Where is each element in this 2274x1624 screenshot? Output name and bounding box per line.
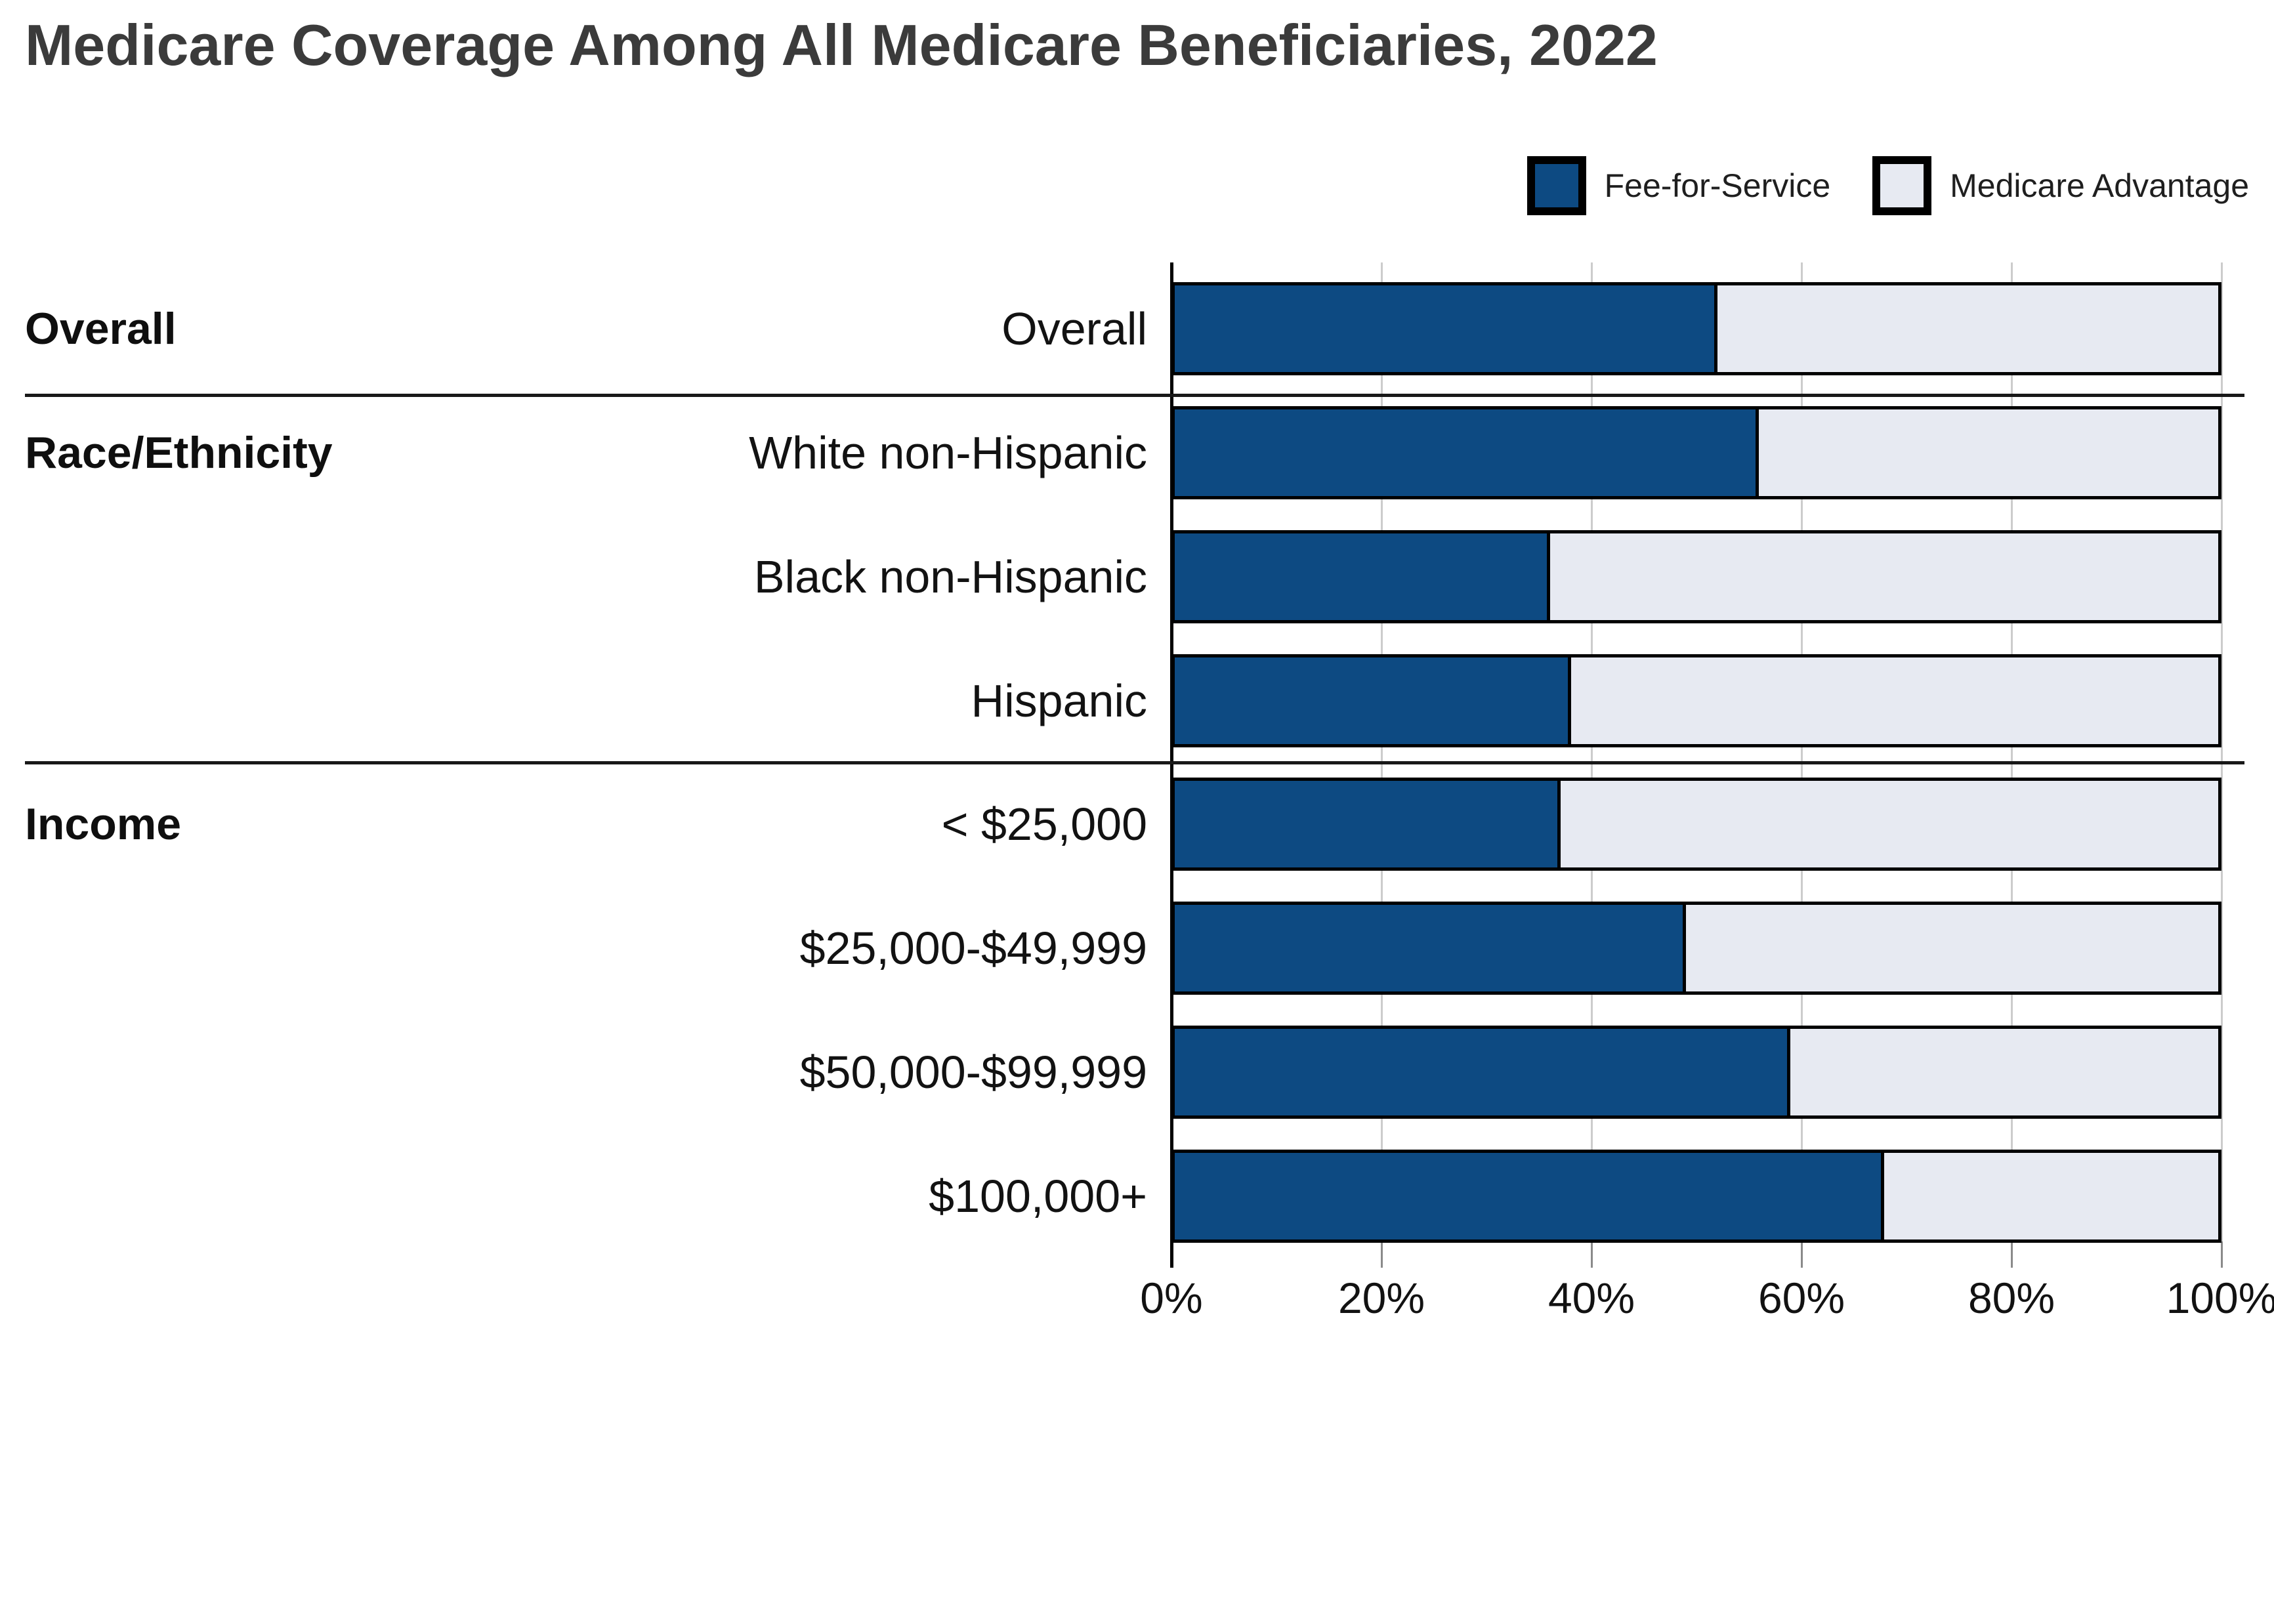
gridline xyxy=(1591,262,1593,1241)
plot-area: 0% 20% 40% 60% 80% 100% xyxy=(1140,262,2274,1322)
x-axis-tick-label: 20% xyxy=(1337,1274,1425,1322)
fee-for-service-segment xyxy=(1175,533,1551,620)
section-separator xyxy=(25,761,2244,764)
medicare-advantage-swatch-icon xyxy=(1872,156,1932,215)
axis-tick xyxy=(2011,1241,2013,1268)
section-label-overall: Overall xyxy=(25,304,177,354)
x-axis-tick-label: 80% xyxy=(1968,1274,2055,1322)
legend-label-medicare-advantage: Medicare Advantage xyxy=(1950,167,2249,204)
gridline xyxy=(1381,262,1383,1241)
section-label-income: Income xyxy=(25,799,182,849)
gridline xyxy=(2221,262,2223,1241)
fee-for-service-segment xyxy=(1175,409,1759,496)
medicare-advantage-segment xyxy=(1686,905,2218,991)
fee-for-service-swatch-icon xyxy=(1527,156,1586,215)
legend: Fee-for-Service Medicare Advantage xyxy=(1527,156,2249,215)
legend-item-medicare-advantage: Medicare Advantage xyxy=(1872,156,2249,215)
bar-row-4 xyxy=(1171,654,2221,747)
section-label-race-ethnicity: Race/Ethnicity xyxy=(25,428,333,478)
fee-for-service-segment xyxy=(1175,781,1561,867)
row-label: Overall xyxy=(1001,303,1147,354)
bar-row-7 xyxy=(1171,1026,2221,1119)
x-axis-tick-label: 60% xyxy=(1758,1274,1845,1322)
axis-tick xyxy=(1591,1241,1593,1268)
fee-for-service-segment xyxy=(1175,657,1572,744)
row-label: < $25,000 xyxy=(941,799,1147,850)
fee-for-service-segment xyxy=(1175,905,1687,991)
bar-row-5 xyxy=(1171,778,2221,871)
axis-tick xyxy=(1801,1241,1803,1268)
chart-title: Medicare Coverage Among All Medicare Ben… xyxy=(25,12,1658,77)
section-separator xyxy=(25,394,2244,397)
x-axis-tick-label: 100% xyxy=(2166,1274,2274,1322)
bar-row-6 xyxy=(1171,902,2221,995)
fee-for-service-segment xyxy=(1175,1029,1791,1115)
medicare-advantage-segment xyxy=(1571,657,2218,744)
row-label: Hispanic xyxy=(971,675,1147,726)
medicare-advantage-segment xyxy=(1759,409,2218,496)
gridline xyxy=(1801,262,1803,1241)
bar-row-3 xyxy=(1171,530,2221,623)
legend-item-fee-for-service: Fee-for-Service xyxy=(1527,156,1831,215)
row-label: $50,000-$99,999 xyxy=(799,1047,1147,1098)
fee-for-service-segment xyxy=(1175,285,1717,372)
medicare-advantage-segment xyxy=(1550,533,2218,620)
row-label: White non-Hispanic xyxy=(749,427,1147,478)
medicare-advantage-segment xyxy=(1717,285,2218,372)
x-axis-tick-label: 40% xyxy=(1548,1274,1635,1322)
axis-tick xyxy=(2221,1241,2223,1268)
bar-row-2 xyxy=(1171,406,2221,499)
row-label: Black non-Hispanic xyxy=(753,551,1147,602)
legend-label-fee-for-service: Fee-for-Service xyxy=(1604,167,1831,204)
axis-tick xyxy=(1381,1241,1383,1268)
row-label: $100,000+ xyxy=(929,1171,1147,1222)
medicare-advantage-segment xyxy=(1790,1029,2218,1115)
medicare-advantage-segment xyxy=(1884,1153,2218,1239)
bar-row-1 xyxy=(1171,282,2221,375)
x-axis-tick-label: 0% xyxy=(1140,1274,1203,1322)
gridline xyxy=(2011,262,2013,1241)
medicare-advantage-segment xyxy=(1561,781,2218,867)
bar-row-8 xyxy=(1171,1150,2221,1243)
fee-for-service-segment xyxy=(1175,1153,1885,1239)
row-label: $25,000-$49,999 xyxy=(799,923,1147,974)
y-axis-line xyxy=(1170,262,1173,1268)
